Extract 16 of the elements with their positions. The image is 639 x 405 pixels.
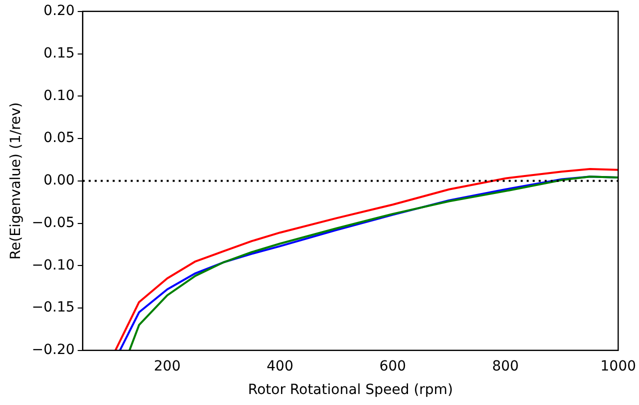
y-tick-label: 0.10 xyxy=(44,88,75,104)
y-tick-label: 0.00 xyxy=(44,172,75,189)
y-axis-title: Re(Eigenvalue) (1/rev) xyxy=(8,102,24,260)
y-tick-label: −0.15 xyxy=(32,300,75,316)
y-tick-label: 0.05 xyxy=(44,130,75,146)
x-tick-label: 1000 xyxy=(600,358,636,374)
x-tick-label: 800 xyxy=(492,358,519,374)
x-tick-label: 200 xyxy=(154,358,181,374)
y-tick-label: −0.20 xyxy=(32,342,75,358)
x-tick-label: 600 xyxy=(379,358,406,374)
y-tick-label: 0.20 xyxy=(44,3,75,20)
y-tick-label: −0.10 xyxy=(32,257,75,274)
x-axis-title: Rotor Rotational Speed (rpm) xyxy=(248,382,453,398)
y-tick-label: −0.05 xyxy=(32,214,75,231)
x-tick-label: 400 xyxy=(266,358,294,374)
y-tick-label: 0.15 xyxy=(44,45,75,62)
